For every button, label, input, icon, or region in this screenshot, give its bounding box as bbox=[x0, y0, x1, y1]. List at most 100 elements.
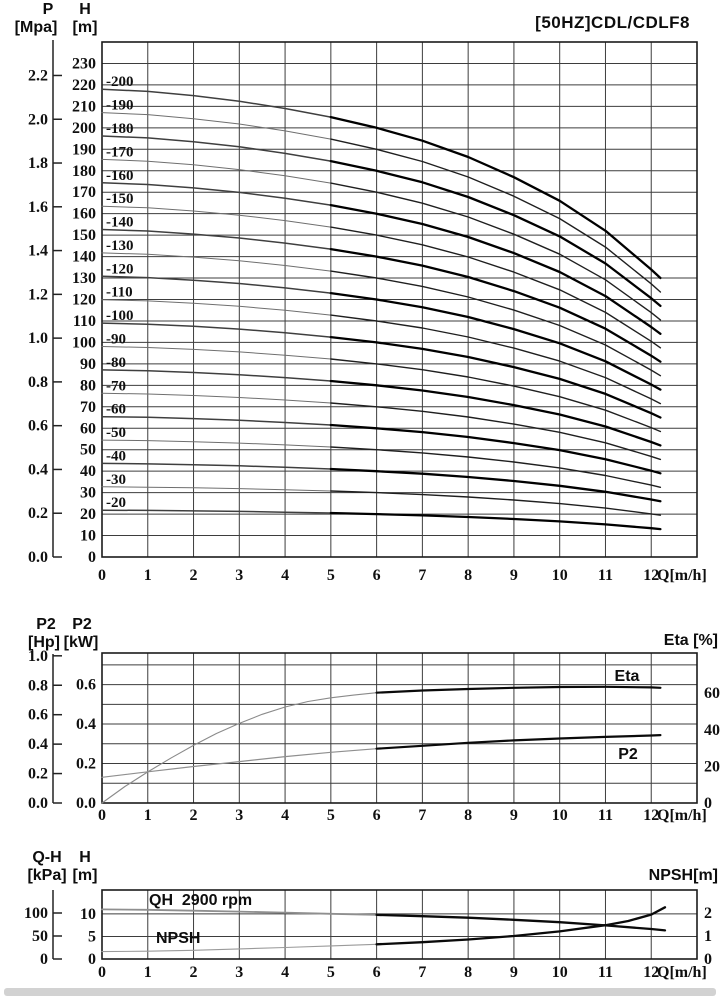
kpa-axis-tick-label: 100 bbox=[24, 905, 48, 922]
head-curve--80-left bbox=[101, 369, 332, 382]
p2-kw-axis-name: P2 bbox=[72, 616, 92, 633]
p-axis-tick-label: 0.4 bbox=[28, 461, 48, 478]
head-curve--160 bbox=[329, 203, 662, 335]
x-tick-label: 8 bbox=[464, 567, 472, 584]
x-tick-label: 6 bbox=[373, 567, 381, 584]
p2-hp-axis-name: P2 bbox=[36, 616, 56, 633]
x-tick-label: 4 bbox=[281, 964, 289, 981]
p-axis-tick-label: 2.0 bbox=[28, 111, 48, 128]
head-curve--150-left bbox=[101, 205, 332, 228]
x-tick-label: 11 bbox=[598, 807, 613, 824]
hp-axis-tick-label: 1.0 bbox=[28, 648, 48, 665]
bot-h-tick-label: 5 bbox=[88, 928, 96, 945]
head-curve--20-left bbox=[101, 509, 332, 514]
stage-label--70: -70 bbox=[106, 378, 126, 394]
x-tick-label: 12 bbox=[643, 964, 659, 981]
h-tick-label: 120 bbox=[72, 292, 96, 309]
stage-label--50: -50 bbox=[106, 425, 126, 441]
p-axis-tick-label: 1.2 bbox=[28, 286, 48, 303]
h-tick-label: 100 bbox=[72, 334, 96, 351]
h-tick-label: 180 bbox=[72, 163, 96, 180]
p2-hp-axis-unit: [Hp] bbox=[28, 634, 60, 651]
head-curve--110 bbox=[330, 314, 662, 405]
hp-axis-tick-label: 0.8 bbox=[28, 677, 48, 694]
hp-axis-tick-label: 0.0 bbox=[28, 795, 48, 812]
head-curve--140-left bbox=[101, 228, 332, 250]
head-curve--30-left bbox=[101, 486, 332, 492]
head-curve--140 bbox=[329, 247, 662, 363]
p-axis-unit: [Mpa] bbox=[14, 19, 58, 36]
stage-label--40: -40 bbox=[106, 448, 126, 464]
x-tick-label: 6 bbox=[373, 807, 381, 824]
head-curve--40 bbox=[329, 467, 662, 503]
h-tick-label: 90 bbox=[80, 356, 96, 373]
qh-curve-left bbox=[101, 908, 378, 916]
bot-h-axis-name: H bbox=[79, 849, 91, 866]
x-tick-label: 0 bbox=[98, 567, 106, 584]
p-axis-name: P bbox=[42, 1, 54, 18]
x-tick-label: 8 bbox=[464, 807, 472, 824]
h-tick-label: 10 bbox=[80, 528, 96, 545]
x-tick-label: 3 bbox=[235, 964, 243, 981]
head-curve--120 bbox=[329, 291, 662, 391]
chart-title: [50HZ]CDL/CDLF8 bbox=[535, 13, 690, 32]
x-tick-label: 8 bbox=[464, 964, 472, 981]
head-curves-chart: 0102030405060708090100110120130140150160… bbox=[28, 40, 707, 584]
kw-tick-label: 0.4 bbox=[76, 716, 96, 733]
qh-npsh-border bbox=[101, 889, 698, 960]
npsh-curve-left bbox=[101, 943, 378, 953]
p-axis-tick-label: 1.8 bbox=[28, 155, 48, 172]
head-curve--190 bbox=[330, 138, 662, 293]
bot-h-tick-label: 0 bbox=[88, 951, 96, 968]
x-tick-label: 10 bbox=[552, 964, 568, 981]
h-tick-label: 30 bbox=[80, 485, 96, 502]
npsh-tick-label: 0 bbox=[704, 951, 712, 968]
h-tick-label: 20 bbox=[80, 506, 96, 523]
head-curve--50-left bbox=[101, 439, 332, 448]
head-curve--150 bbox=[330, 226, 662, 349]
h-tick-label: 70 bbox=[80, 399, 96, 416]
h-tick-label: 140 bbox=[72, 249, 96, 266]
p-axis-tick-label: 1.4 bbox=[28, 243, 48, 260]
h-axis-name: H bbox=[79, 1, 91, 18]
stage-label--190: -190 bbox=[106, 98, 134, 114]
h-tick-label: 150 bbox=[72, 227, 96, 244]
npsh-axis-label: NPSH[m] bbox=[648, 867, 718, 884]
p-axis-tick-label: 1.6 bbox=[28, 199, 48, 216]
head-curve--40-left bbox=[101, 462, 332, 470]
stage-label--140: -140 bbox=[106, 215, 134, 231]
head-curve--120-left bbox=[101, 275, 332, 294]
hp-axis-tick-label: 0.6 bbox=[28, 707, 48, 724]
head-curve-series bbox=[101, 88, 662, 531]
h-tick-label: 80 bbox=[80, 377, 96, 394]
p-axis-tick-label: 1.0 bbox=[28, 330, 48, 347]
eta-tick-label: 0 bbox=[704, 795, 712, 812]
h-tick-label: 60 bbox=[80, 420, 96, 437]
stage-label--200: -200 bbox=[106, 74, 134, 90]
h-tick-label: 230 bbox=[72, 55, 96, 72]
npsh-tick-label: 1 bbox=[704, 928, 712, 945]
hp-axis-tick-label: 0.4 bbox=[28, 736, 48, 753]
head-curve--60-left bbox=[101, 415, 332, 426]
x-tick-label: 12 bbox=[643, 567, 659, 584]
kpa-axis-tick-label: 50 bbox=[32, 928, 48, 945]
p-axis-tick-label: 0.8 bbox=[28, 374, 48, 391]
x-tick-label: 9 bbox=[510, 567, 518, 584]
x-axis-unit-label: Q[m/h] bbox=[657, 964, 707, 981]
stage-label--100: -100 bbox=[106, 308, 134, 324]
x-tick-label: 10 bbox=[552, 807, 568, 824]
x-tick-label: 5 bbox=[327, 567, 335, 584]
h-tick-label: 190 bbox=[72, 141, 96, 158]
head-curve--60 bbox=[329, 423, 662, 475]
head-curve--190-left bbox=[101, 112, 332, 140]
x-tick-label: 9 bbox=[510, 807, 518, 824]
x-tick-label: 4 bbox=[281, 807, 289, 824]
x-tick-label: 11 bbox=[598, 567, 613, 584]
stage-label--90: -90 bbox=[106, 331, 126, 347]
x-tick-label: 7 bbox=[418, 567, 426, 584]
x-tick-label: 10 bbox=[552, 567, 568, 584]
h-tick-label: 110 bbox=[73, 313, 96, 330]
qh-curve bbox=[375, 913, 667, 932]
